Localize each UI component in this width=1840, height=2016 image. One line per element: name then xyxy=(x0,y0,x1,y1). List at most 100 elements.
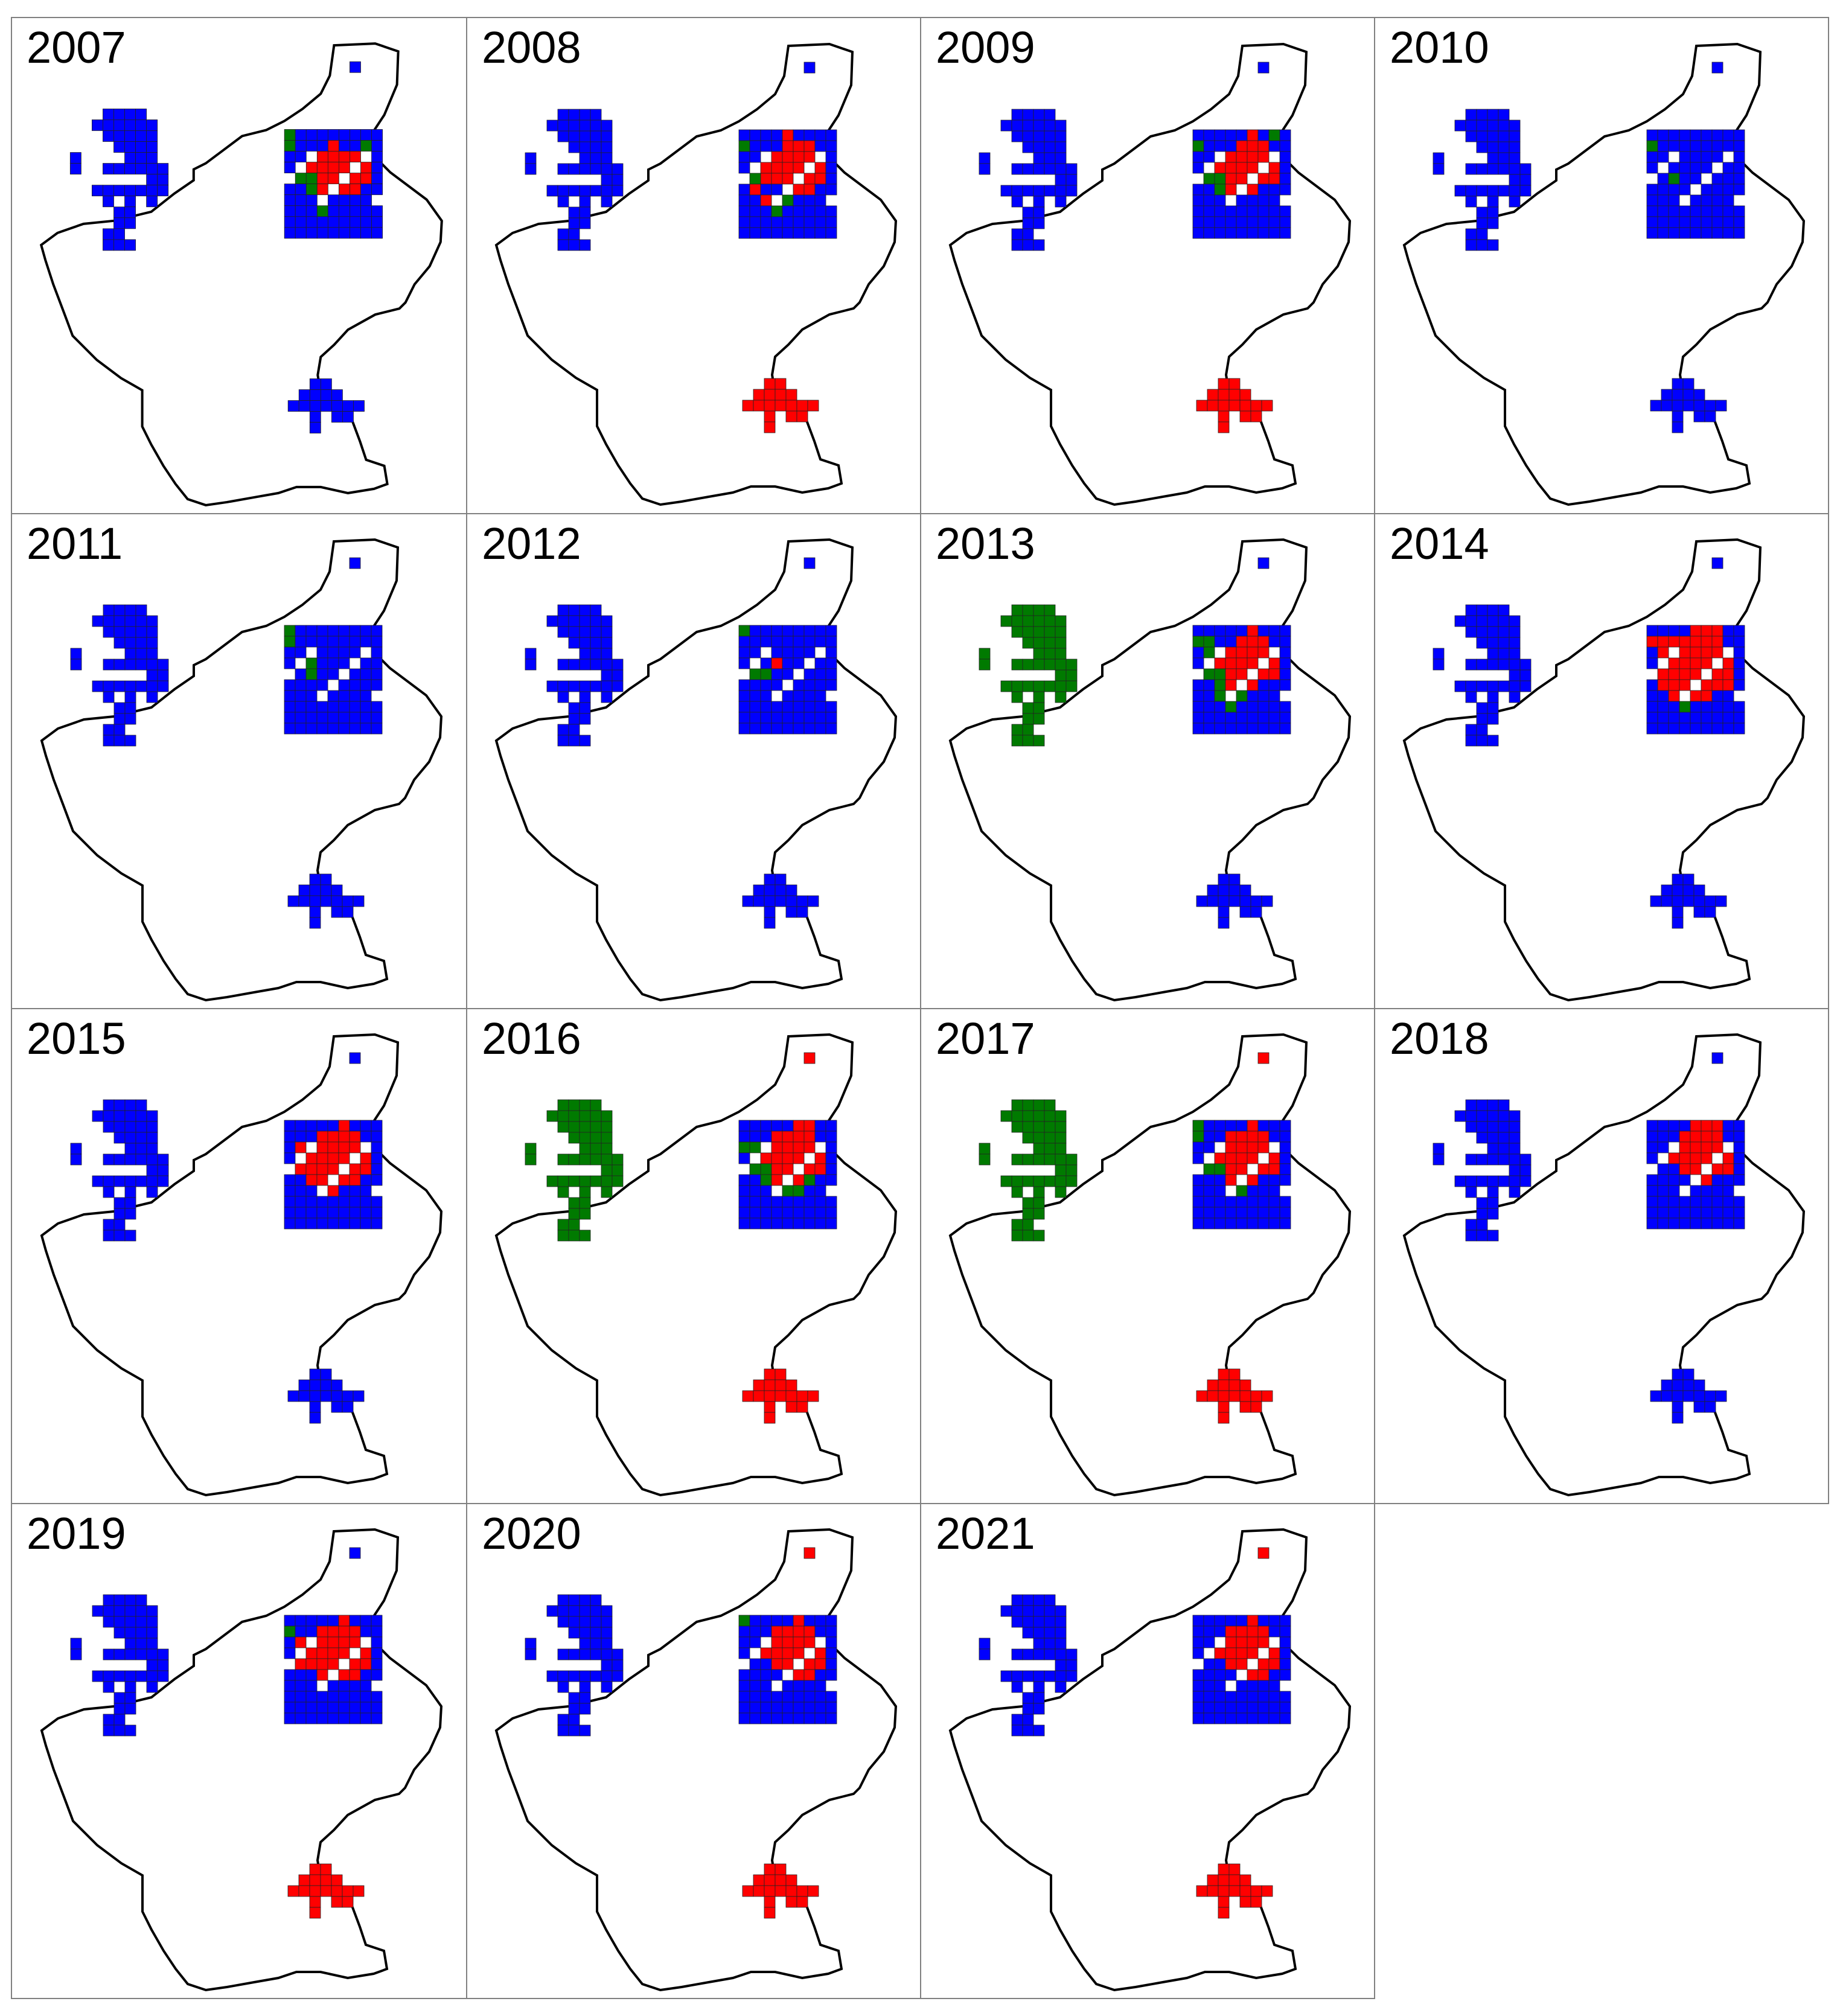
grid-cell-east xyxy=(771,712,783,724)
grid-cell-east xyxy=(316,140,328,152)
grid-cell-west xyxy=(103,1219,115,1231)
grid-cell-west xyxy=(1055,163,1067,175)
grid-cell-east xyxy=(1701,183,1713,196)
grid-cell-east xyxy=(803,679,816,691)
grid-cell-south xyxy=(785,906,797,918)
grid-cell-south xyxy=(764,1368,776,1380)
grid-cell-south xyxy=(764,1907,776,1919)
grid-cell-east xyxy=(1268,227,1280,239)
grid-cell-east xyxy=(1236,1152,1248,1164)
grid-cell-east xyxy=(749,1207,761,1219)
grid-cell-east xyxy=(316,1615,328,1627)
grid-cell-east xyxy=(1236,1658,1248,1670)
grid-cell-east xyxy=(1279,1625,1291,1638)
grid-cell-east xyxy=(1268,668,1280,680)
grid-cell-east xyxy=(327,1615,339,1627)
grid-cell-east xyxy=(316,1174,328,1186)
grid-cell-west xyxy=(146,1132,158,1144)
grid-cell-east xyxy=(295,205,307,217)
grid-cell-east xyxy=(825,1217,837,1230)
grid-cell-east xyxy=(284,636,296,648)
grid-cell-east xyxy=(338,227,350,239)
grid-cell-west xyxy=(135,1121,147,1133)
grid-cell-east xyxy=(1668,1174,1680,1186)
grid-cell-north xyxy=(803,62,816,74)
grid-cell-east xyxy=(295,1691,307,1703)
grid-cell-east xyxy=(1701,1131,1713,1143)
grid-cell-south xyxy=(764,1401,776,1413)
grid-cell-east xyxy=(1192,723,1204,735)
grid-cell-west xyxy=(601,174,613,186)
grid-cell-south xyxy=(1682,1390,1695,1402)
grid-cell-east xyxy=(1247,690,1259,702)
grid-cell-west xyxy=(70,659,82,671)
grid-cell-east xyxy=(327,668,339,680)
grid-cell-east xyxy=(1214,723,1226,735)
grid-cell-east xyxy=(1657,690,1669,702)
grid-cell-west xyxy=(103,1153,115,1166)
grid-cell-south xyxy=(1672,421,1684,433)
grid-cell-west xyxy=(1476,239,1488,251)
grid-cell-east xyxy=(1247,162,1259,174)
grid-cell-west xyxy=(146,691,158,703)
grid-cell-west xyxy=(157,1670,169,1682)
grid-cell-east xyxy=(360,1163,372,1175)
grid-cell-west xyxy=(1033,691,1045,703)
grid-cell-east xyxy=(1690,1207,1702,1219)
grid-cell-east xyxy=(1733,140,1745,152)
grid-cell-east xyxy=(1711,1131,1723,1143)
grid-cell-east xyxy=(1690,205,1702,217)
grid-cell-west xyxy=(568,1594,580,1606)
grid-cell-east xyxy=(360,173,372,185)
grid-cell-east xyxy=(771,1131,783,1143)
grid-cell-west xyxy=(113,1703,126,1715)
grid-cell-east xyxy=(1214,690,1226,702)
grid-cell-west xyxy=(135,648,147,660)
grid-cell-west xyxy=(1011,1121,1023,1133)
grid-cell-east xyxy=(327,1196,339,1208)
grid-cell-west xyxy=(568,659,580,671)
grid-cell-west xyxy=(1509,120,1521,132)
grid-cell-west xyxy=(1487,1121,1499,1133)
grid-cell-east xyxy=(1711,646,1723,659)
grid-cell-west xyxy=(1022,1110,1034,1122)
grid-cell-east xyxy=(295,151,307,162)
grid-cell-east xyxy=(814,625,826,637)
grid-cell-west xyxy=(113,626,126,638)
grid-cell-west xyxy=(1498,152,1510,164)
region-outline xyxy=(1402,538,1806,1002)
grid-cell-east xyxy=(1247,636,1259,648)
grid-cell-east xyxy=(1268,1647,1280,1659)
grid-cell-west xyxy=(135,1670,147,1682)
grid-cell-east xyxy=(316,1669,328,1681)
grid-cell-east xyxy=(825,162,837,174)
grid-cell-east xyxy=(1279,1636,1291,1648)
grid-cell-west xyxy=(546,680,558,692)
grid-cell-west xyxy=(1498,1153,1510,1166)
grid-cell-east xyxy=(316,1625,328,1638)
grid-cell-west xyxy=(1011,1605,1023,1617)
grid-cell-west xyxy=(1044,141,1056,153)
grid-cell-west xyxy=(113,1208,126,1220)
grid-cell-east xyxy=(1268,1702,1280,1714)
grid-cell-west xyxy=(124,713,136,725)
grid-cell-south xyxy=(807,895,819,907)
grid-cell-west xyxy=(1065,1153,1078,1166)
grid-cell-east xyxy=(825,712,837,724)
grid-cell-west xyxy=(590,1121,602,1133)
grid-cell-east xyxy=(760,1163,772,1175)
grid-cell-east xyxy=(1247,1712,1259,1724)
panel-year-label: 2018 xyxy=(1390,1013,1489,1064)
grid-cell-east xyxy=(1679,227,1691,239)
grid-cell-east xyxy=(1646,1152,1658,1164)
grid-cell-west xyxy=(103,680,115,692)
grid-cell-west xyxy=(579,735,591,747)
grid-cell-east xyxy=(1225,1152,1237,1164)
grid-cell-east xyxy=(1279,1615,1291,1627)
grid-cell-east xyxy=(1225,151,1237,163)
grid-cell-east xyxy=(316,1647,328,1659)
grid-cell-east xyxy=(1657,183,1669,196)
grid-cell-west xyxy=(1055,615,1067,627)
grid-cell-west xyxy=(601,141,613,153)
grid-cell-west xyxy=(157,185,169,197)
